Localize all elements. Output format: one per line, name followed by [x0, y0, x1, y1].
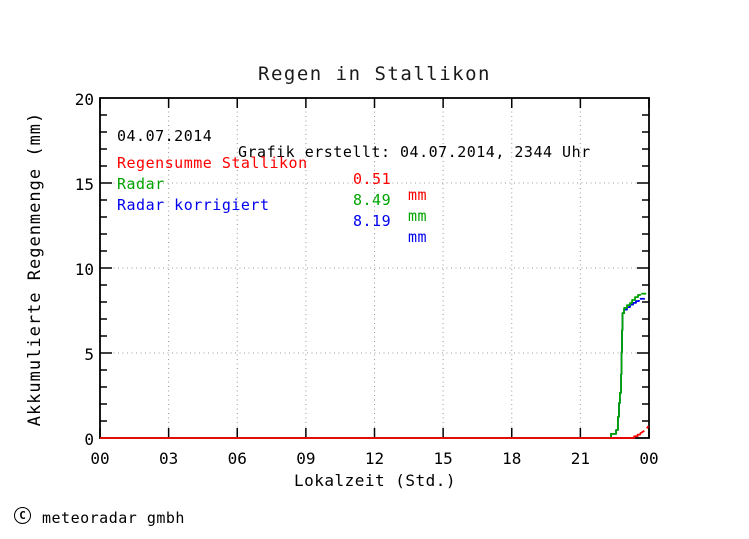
x-tick-label: 03 — [158, 449, 179, 468]
series-radar-korrigiert — [100, 297, 647, 439]
chart-title: Regen in Stallikon — [258, 63, 491, 85]
legend-label: Radar korrigiert — [117, 196, 270, 214]
x-axis-label: Lokalzeit (Std.) — [293, 471, 457, 490]
legend-value: 8.19 — [353, 212, 392, 230]
legend-unit: mm — [408, 228, 428, 246]
legend-value: 0.51 — [353, 170, 392, 188]
legend-unit: mm — [408, 207, 428, 225]
header-row: 04.07.2014 Grafik erstellt: 04.07.2014, … — [117, 112, 590, 176]
x-tick-label: 00 — [639, 449, 659, 468]
legend-value: 8.49 — [353, 191, 392, 209]
header-created: Grafik erstellt: 04.07.2014, 2344 Uhr — [238, 143, 591, 161]
series-radar — [100, 292, 649, 439]
y-tick-label: 15 — [74, 175, 94, 194]
header-date: 04.07.2014 — [117, 127, 213, 145]
legend-label: Regensumme Stallikon — [117, 154, 308, 172]
copyright-icon: C — [14, 507, 31, 524]
x-tick-label: 06 — [227, 449, 247, 468]
x-tick-label: 21 — [570, 449, 590, 468]
y-tick-label: 20 — [74, 90, 94, 109]
series-regensumme-stallikon — [100, 425, 650, 439]
legend-row-regensumme: Regensumme Stallikon 0.51 mm — [0, 139, 427, 219]
y-tick-label: 0 — [84, 430, 94, 449]
x-tick-label: 12 — [364, 449, 385, 468]
x-tick-label: 00 — [90, 449, 110, 468]
grid-lines — [100, 98, 649, 438]
legend-row-radar: Radar 8.49 mm — [0, 160, 427, 240]
y-tick-label: 10 — [74, 260, 94, 279]
x-tick-label: 15 — [433, 449, 453, 468]
legend-unit: mm — [408, 186, 428, 204]
x-tick-label: 18 — [502, 449, 522, 468]
tick-marks — [99, 98, 650, 438]
x-tick-label: 09 — [296, 449, 316, 468]
copyright-text: meteoradar gmbh — [42, 509, 185, 527]
legend-label: Radar — [117, 175, 165, 193]
legend-row-radar-korrigiert: Radar korrigiert 8.19 mm — [0, 181, 427, 261]
y-tick-label: 5 — [84, 345, 94, 364]
